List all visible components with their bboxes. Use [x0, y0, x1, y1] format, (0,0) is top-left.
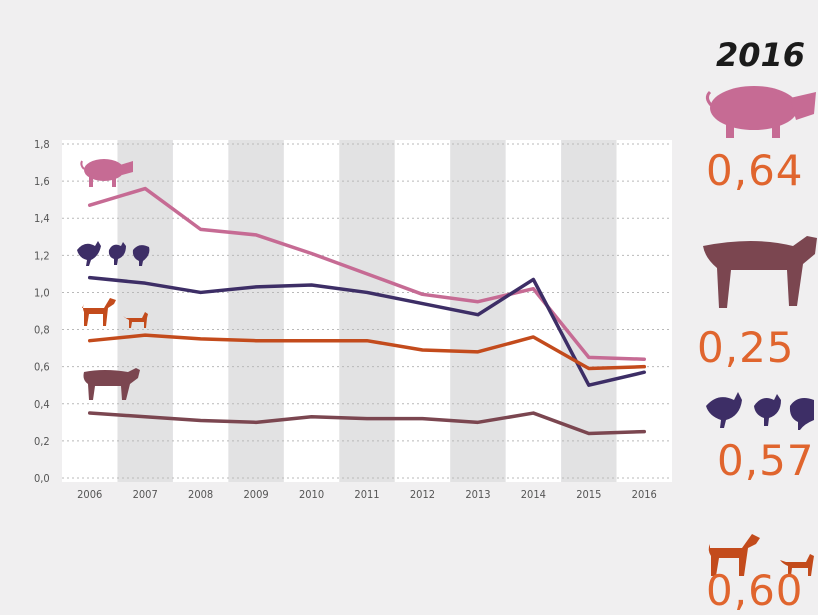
x-tick-label: 2010 — [299, 488, 324, 501]
pig-icon — [80, 159, 133, 187]
dog-cat-icon — [82, 298, 148, 328]
pig-icon — [705, 86, 816, 138]
poultry-value: 0,57 — [717, 436, 815, 485]
column-stripe — [117, 140, 173, 482]
x-tick-label: 2009 — [243, 488, 268, 501]
cow-icon — [703, 236, 817, 308]
y-tick-label: 0,4 — [34, 398, 50, 411]
y-tick-label: 1,8 — [34, 138, 50, 151]
series-lines — [87, 186, 647, 436]
x-tick-label: 2007 — [133, 488, 158, 501]
cow-icon — [83, 368, 140, 400]
series-line-poultry — [87, 275, 647, 387]
x-tick-label: 2013 — [465, 488, 490, 501]
series-line-dog-cat — [87, 333, 647, 371]
summary-year: 2016 — [716, 36, 806, 74]
column-stripe — [561, 140, 617, 482]
y-tick-label: 1,6 — [34, 175, 50, 188]
poultry-icon — [77, 241, 150, 266]
x-tick-label: 2011 — [354, 488, 379, 501]
x-tick-label: 2012 — [410, 488, 435, 501]
column-stripe — [228, 140, 284, 482]
poultry-icon — [706, 392, 814, 430]
y-tick-label: 0,2 — [34, 435, 50, 448]
y-tick-label: 0,0 — [34, 472, 50, 485]
y-tick-label: 0,8 — [34, 324, 50, 337]
y-tick-label: 1,4 — [34, 212, 50, 225]
x-axis-ticks: 2006 2007 2008 2009 2010 2011 2012 2013 2014 2015… — [77, 488, 657, 501]
cow-value: 0,25 — [697, 323, 795, 372]
y-axis-ticks: 0,0 0,2 0,4 0,6 0,8 1,0 1,2 1,4 1,6 1,8 — [34, 138, 50, 485]
x-tick-label: 2008 — [188, 488, 213, 501]
dog-cat-value: 0,60 — [706, 566, 804, 615]
x-tick-label: 2006 — [77, 488, 102, 501]
y-tick-label: 1,0 — [34, 286, 50, 299]
x-tick-label: 2016 — [632, 488, 657, 501]
x-tick-label: 2015 — [576, 488, 601, 501]
y-tick-label: 1,2 — [34, 249, 50, 262]
y-tick-label: 0,6 — [34, 361, 50, 374]
column-stripe — [339, 140, 395, 482]
pig-value: 0,64 — [706, 146, 804, 195]
series-line-cow — [87, 411, 647, 436]
dog-cat-icon — [708, 534, 814, 576]
x-tick-label: 2014 — [521, 488, 546, 501]
